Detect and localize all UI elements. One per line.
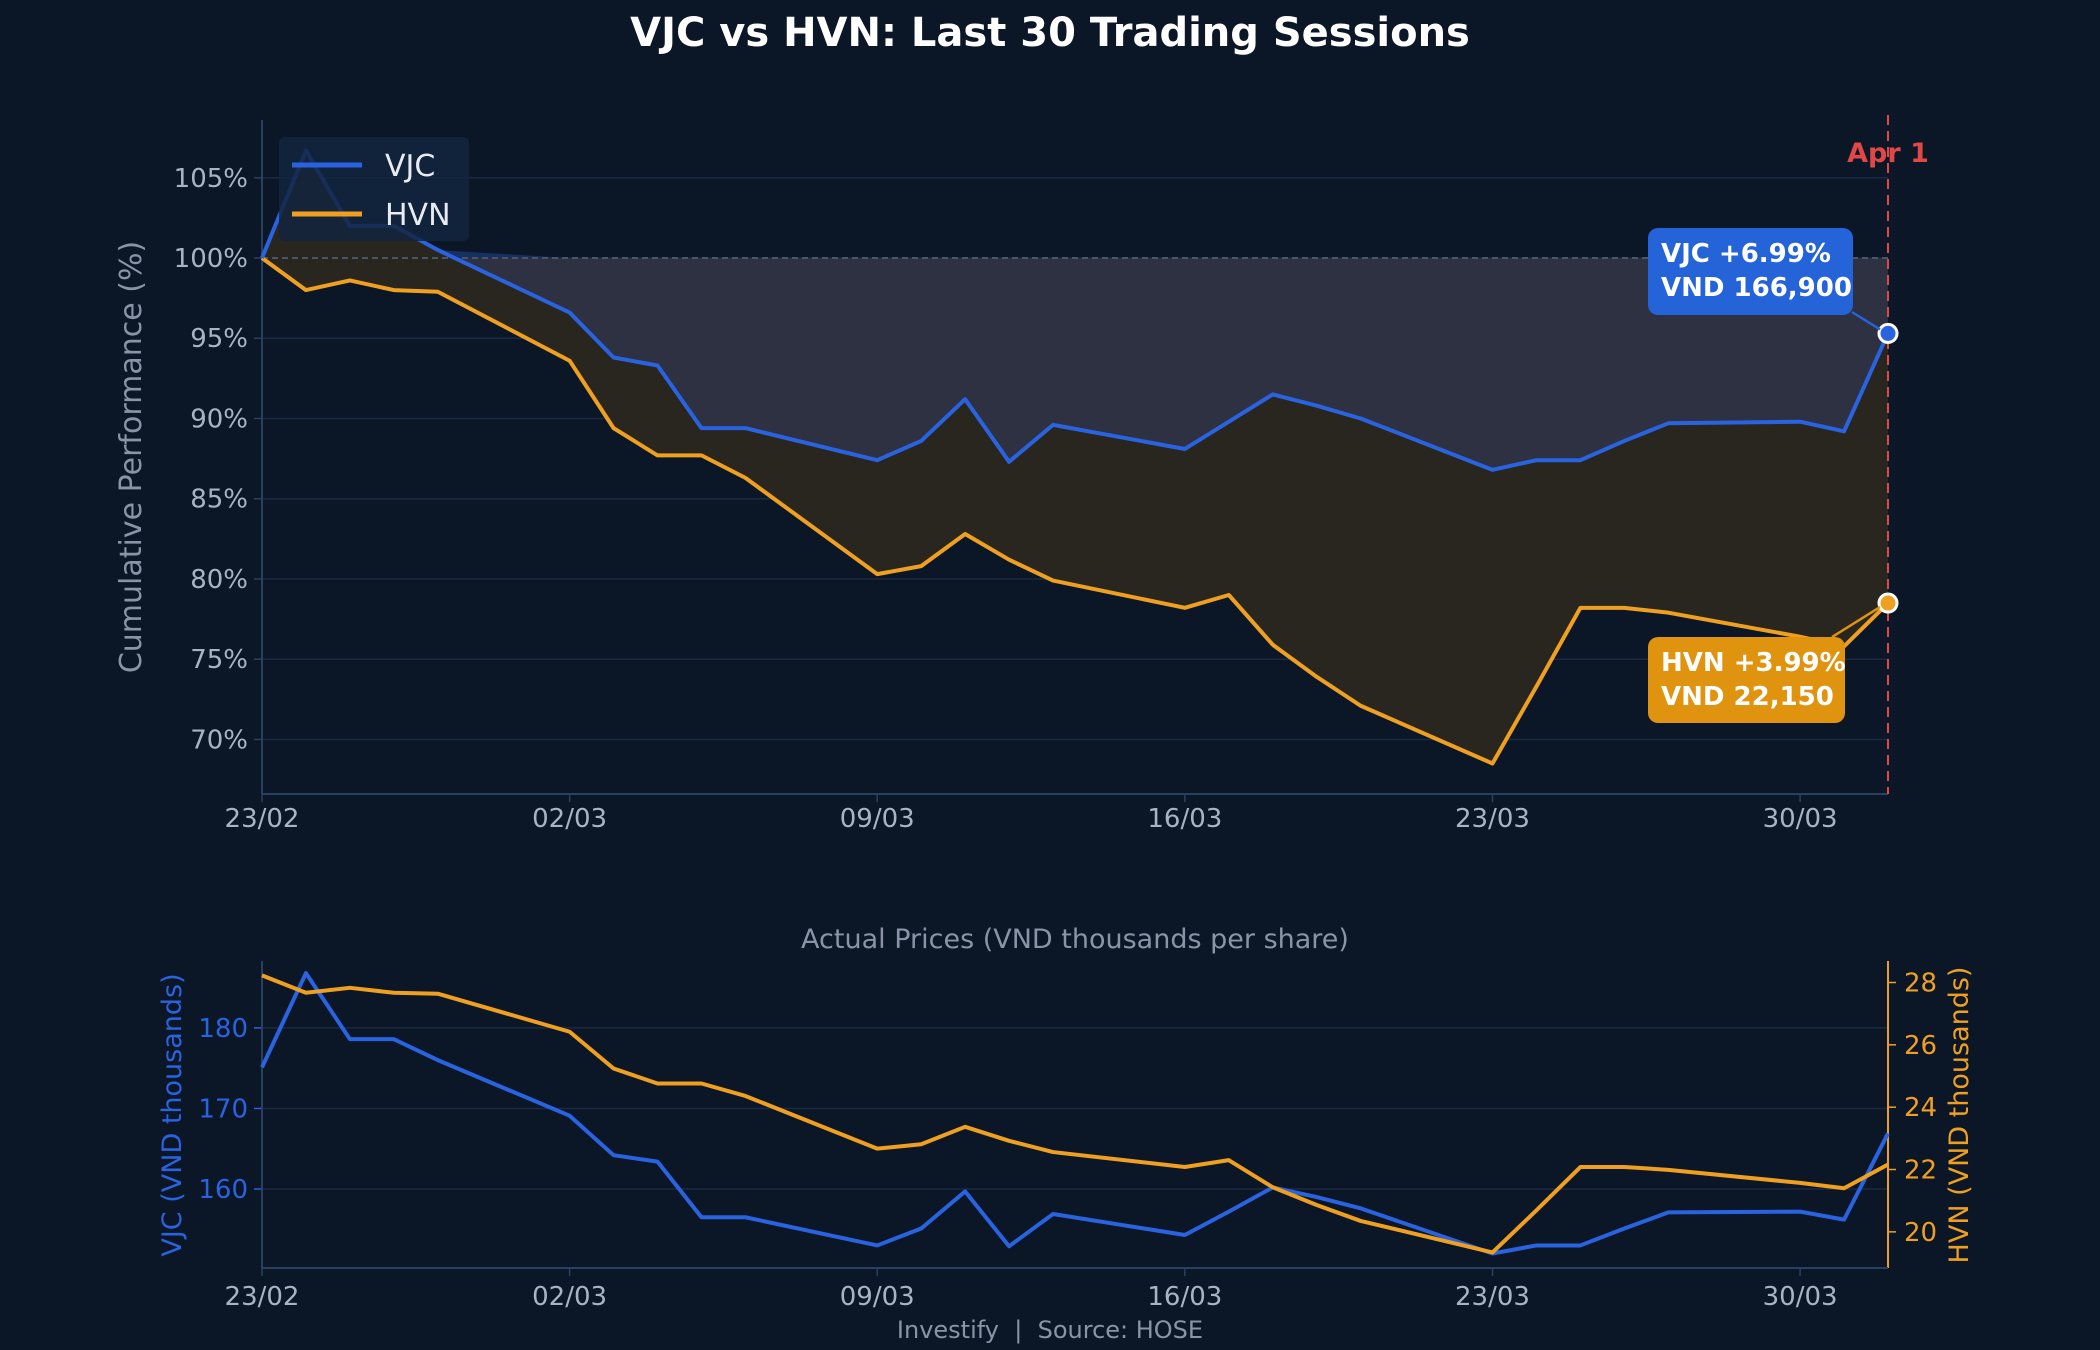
y-tick-label: 95% bbox=[190, 324, 248, 354]
y-tick-label: 85% bbox=[190, 485, 248, 515]
y-tick-label: 105% bbox=[174, 164, 248, 194]
performance-panel: 70% 75% 80% 85% 90% 95% 100% 105% 23/02 02/03 09/0… bbox=[114, 115, 1929, 834]
x-tick-label: 16/03 bbox=[1147, 1282, 1222, 1312]
y-tick-label: 75% bbox=[190, 645, 248, 675]
annotation-line2-vjc: VND 166,900 bbox=[1661, 273, 1852, 303]
x-tick-label: 30/03 bbox=[1763, 804, 1838, 834]
x-tick-label: 16/03 bbox=[1147, 804, 1222, 834]
y-axis-label: Cumulative Performance (%) bbox=[114, 241, 149, 673]
panel-title: Actual Prices (VND thousands per share) bbox=[801, 924, 1349, 955]
footer-text: Investify | Source: HOSE bbox=[897, 1316, 1203, 1344]
fill-above-baseline bbox=[262, 150, 1888, 259]
y-tick-label-left: 160 bbox=[198, 1175, 248, 1205]
y-tick-label-right: 20 bbox=[1904, 1218, 1937, 1248]
series-line-vjc bbox=[260, 148, 1890, 472]
price-line-hvn bbox=[261, 973, 1889, 1255]
chart-title: VJC vs HVN: Last 30 Trading Sessions bbox=[630, 10, 1470, 56]
y-tick-label-right: 24 bbox=[1904, 1093, 1937, 1123]
y-axis-label-right: HVN (VND thousands) bbox=[1944, 967, 1975, 1264]
y-tick-label: 90% bbox=[190, 404, 248, 434]
legend-label-vjc: VJC bbox=[385, 149, 435, 184]
x-tick-label: 02/03 bbox=[532, 1282, 607, 1312]
annotation-arrow-hvn bbox=[1831, 605, 1881, 639]
y-tick-label: 100% bbox=[174, 244, 248, 274]
x-tick-label: 09/03 bbox=[840, 804, 915, 834]
series-line-hvn bbox=[260, 256, 1890, 766]
annotation-line1-vjc: VJC +6.99% bbox=[1661, 239, 1831, 269]
y-tick-label-right: 22 bbox=[1904, 1156, 1937, 1186]
price-line-vjc bbox=[260, 971, 1890, 1256]
y-tick-label-left: 180 bbox=[198, 1014, 248, 1044]
end-marker-vjc bbox=[1877, 322, 1899, 344]
y-tick-label-left: 170 bbox=[198, 1094, 248, 1124]
x-tick-label: 23/03 bbox=[1455, 804, 1530, 834]
fill-between-series bbox=[262, 150, 1888, 764]
event-label: Apr 1 bbox=[1847, 138, 1929, 169]
x-tick-label: 02/03 bbox=[532, 804, 607, 834]
price-panel: Actual Prices (VND thousands per share) 1… bbox=[157, 924, 1975, 1312]
x-tick-label: 23/02 bbox=[225, 1282, 300, 1312]
y-tick-label: 70% bbox=[190, 725, 248, 755]
x-tick-label: 23/03 bbox=[1455, 1282, 1530, 1312]
annotation-arrow-vjc bbox=[1851, 310, 1881, 331]
y-tick-label-right: 28 bbox=[1904, 969, 1937, 999]
y-tick-label-right: 26 bbox=[1904, 1031, 1937, 1061]
annotation-line1-hvn: HVN +3.99% bbox=[1661, 648, 1846, 678]
annotation-line2-hvn: VND 22,150 bbox=[1661, 682, 1834, 712]
x-tick-label: 30/03 bbox=[1763, 1282, 1838, 1312]
x-tick-label: 23/02 bbox=[225, 804, 300, 834]
annotation-box-vjc bbox=[1648, 228, 1853, 315]
fill-below-baseline bbox=[262, 258, 1888, 470]
x-tick-label: 09/03 bbox=[840, 1282, 915, 1312]
legend-label-hvn: HVN bbox=[385, 198, 451, 233]
y-tick-label: 80% bbox=[190, 565, 248, 595]
annotation-box-hvn bbox=[1648, 637, 1845, 723]
end-marker-hvn bbox=[1877, 592, 1899, 614]
y-axis-label-left: VJC (VND thousands) bbox=[157, 973, 188, 1256]
